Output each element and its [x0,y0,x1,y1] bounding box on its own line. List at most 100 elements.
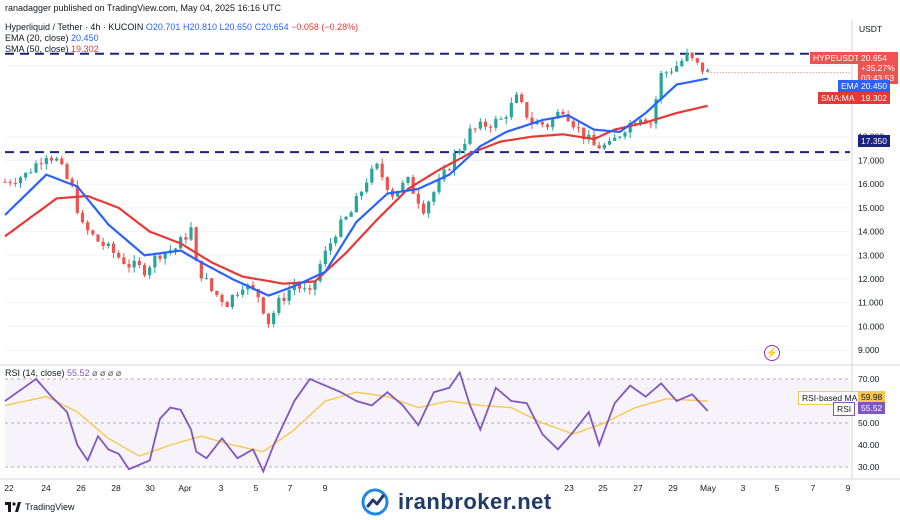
candle-body [587,134,591,140]
rsi-tick-label: 50.00 [858,418,880,428]
candle-body [220,294,224,302]
horizontal-levels [5,52,850,154]
currency-label[interactable]: USDT [859,24,883,34]
candle-body [654,99,658,124]
candle-body [34,163,38,173]
candle-body [530,117,534,125]
candle-body [706,70,710,72]
candle-body [602,144,606,149]
sma-legend[interactable]: SMA (50, close) 19.302 [5,44,99,54]
candle-body [334,236,338,244]
candle-body [49,157,54,161]
candle-body [664,72,668,74]
time-tick-label: 9 [846,483,851,493]
lightning-icon[interactable]: ⚡ [764,345,780,361]
candle-body [308,288,312,290]
price-tick-label: 9.000 [858,345,880,355]
candle-body [566,114,570,122]
candle-body [106,243,110,247]
ema-legend-value: 20.450 [71,33,99,43]
candle-body [29,172,33,174]
candle-body [359,191,364,197]
ohlc-open: O20.701 [145,22,181,32]
candle-body [432,192,436,202]
time-tick-label: 9 [323,483,328,493]
candle-body [261,297,265,314]
candle-body [39,163,43,165]
candle-body [127,263,131,268]
candle-body [194,227,198,261]
candle-body [44,157,48,164]
candle-body [173,248,178,251]
candle-body [18,177,23,184]
ema-tag-name: EMA [838,80,863,92]
candle-body [509,102,513,118]
symbol-title[interactable]: Hyperliquid / Tether · 4h · KUCOIN [5,22,144,32]
time-tick-label: 5 [775,483,780,493]
candle-body [215,290,219,295]
candle-body [80,212,85,223]
candle-body [184,237,188,240]
candle-body [695,58,699,63]
candle-body [204,278,209,280]
ohlc-change: −0.058 (−0.28%) [291,22,359,32]
candle-body [607,140,612,145]
watermark: iranbroker.net [360,487,552,517]
candle-body [277,297,281,313]
candle-body [313,280,317,290]
candle-body [406,177,410,183]
candle-body [545,124,550,128]
ma-lines [4,72,850,297]
candle-body [442,169,446,180]
candle-body [339,219,343,237]
time-tick-label: 28 [111,483,121,493]
tradingview-logo-icon [5,502,21,512]
candle-body [230,294,234,308]
candle-body [421,203,426,214]
price-tag-change: +35.27% [861,63,895,73]
time-tick-label: Apr [178,483,191,493]
ema-tag-value: 20.450 [858,80,890,92]
rsi-legend-value: 55.52 [67,368,90,378]
candle-body [669,71,674,73]
rsi-legend[interactable]: RSI (14, close) 55.52 ⌀ ⌀ ⌀ ⌀ [5,368,121,379]
candle-body [60,158,64,165]
candle-body [520,94,524,103]
time-tick-label: 3 [741,483,746,493]
candle-body [199,260,203,279]
ema-legend[interactable]: EMA (20, close) 20.450 [5,33,99,43]
candle-body [690,52,694,59]
candle-body [251,284,255,290]
candle-body [700,62,705,72]
time-tick-label: 30 [145,483,155,493]
candle-body [416,193,420,204]
rsi-legend-extra: ⌀ ⌀ ⌀ ⌀ [92,368,122,378]
candle-body [483,121,488,127]
candle-body [189,227,193,240]
candle-body [468,128,472,144]
candle-body [478,121,482,129]
tradingview-branding[interactable]: TradingView [5,502,75,512]
candle-body [55,158,59,161]
candle-body [396,191,400,197]
candle-body [111,243,116,253]
candle-body [437,179,441,193]
watermark-text: iranbroker.net [398,489,552,514]
rsi-tag-name: RSI [833,402,856,416]
candle-body [633,122,637,125]
sma-legend-label: SMA (50, close) [5,44,69,54]
sma-tag-value: 19.302 [858,92,890,104]
rsi-tick-label: 40.00 [858,440,880,450]
price-tick-label: 14.000 [858,227,884,237]
candle-body [266,313,271,325]
candle-body [618,136,622,138]
candle-body [582,127,586,140]
time-tick-label: 24 [41,483,51,493]
candle-body [623,132,627,137]
candle-body [96,234,100,242]
support-level-tag: 17.350 [858,135,890,147]
candle-body [318,264,322,281]
time-tick-label: 7 [811,483,816,493]
rsi-line [4,370,709,474]
candle-body [235,294,240,296]
